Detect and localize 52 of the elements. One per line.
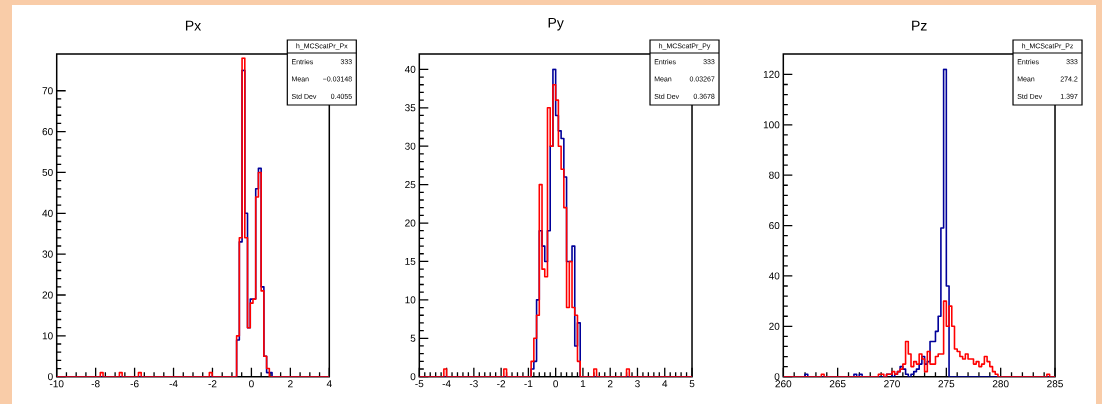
x-tick-label: 265 <box>829 380 846 388</box>
y-tick-label: 80 <box>769 171 780 179</box>
x-tick-label: -2 <box>497 380 506 388</box>
y-tick-label: 15 <box>405 257 416 265</box>
y-tick-label: 5 <box>410 334 416 342</box>
y-tick-label: 40 <box>404 65 416 73</box>
x-tick-label: 4 <box>662 380 668 388</box>
x-tick-label: -4 <box>169 380 178 388</box>
y-tick-label: 30 <box>42 250 53 258</box>
x-tick-label: 2 <box>607 380 613 388</box>
y-tick-label: 0 <box>48 373 53 381</box>
chart-title: Py <box>548 17 564 31</box>
y-tick-label: 20 <box>405 219 416 227</box>
x-tick-label: 275 <box>938 380 955 388</box>
y-tick-label: 35 <box>405 104 416 112</box>
x-tick-label: -2 <box>208 380 217 388</box>
x-tick-label: -10 <box>49 380 64 388</box>
y-tick-label: 25 <box>405 181 416 189</box>
x-tick-label: 2 <box>288 380 293 388</box>
y-tick-label: 60 <box>769 222 780 230</box>
x-tick-label: 4 <box>326 380 332 388</box>
y-tick-label: 50 <box>42 168 53 176</box>
x-tick-label: 280 <box>992 380 1009 388</box>
y-tick-label: 20 <box>769 322 780 330</box>
y-tick-label: 10 <box>42 332 53 340</box>
y-tick-label: 70 <box>42 87 53 95</box>
x-tick-label: 260 <box>775 380 792 388</box>
y-tick-label: 20 <box>42 291 53 299</box>
y-tick-label: 30 <box>405 142 416 150</box>
y-tick-label: 120 <box>763 70 780 78</box>
x-tick-label: -3 <box>469 380 478 388</box>
x-tick-label: -4 <box>442 380 451 388</box>
y-tick-label: 0 <box>774 373 780 381</box>
x-tick-label: 270 <box>884 380 900 388</box>
x-tick-label: -1 <box>524 380 533 388</box>
chart-title: Px <box>185 20 202 31</box>
x-tick-label: -6 <box>130 380 139 388</box>
chart-title: Pz <box>912 20 927 31</box>
x-tick-label: 5 <box>689 380 695 388</box>
x-tick-label: 0 <box>249 380 254 388</box>
y-tick-label: 0 <box>410 373 416 381</box>
y-tick-label: 10 <box>405 296 416 304</box>
y-tick-label: 100 <box>763 121 780 129</box>
x-tick-label: 3 <box>635 380 640 388</box>
y-tick-label: 60 <box>42 128 53 136</box>
y-tick-label: 40 <box>42 209 53 217</box>
x-tick-label: 1 <box>580 380 586 388</box>
x-tick-label: 285 <box>1047 380 1063 388</box>
y-tick-label: 40 <box>768 272 780 280</box>
x-tick-label: -5 <box>415 380 424 388</box>
x-tick-label: 0 <box>553 380 559 388</box>
x-tick-label: -8 <box>91 380 100 388</box>
